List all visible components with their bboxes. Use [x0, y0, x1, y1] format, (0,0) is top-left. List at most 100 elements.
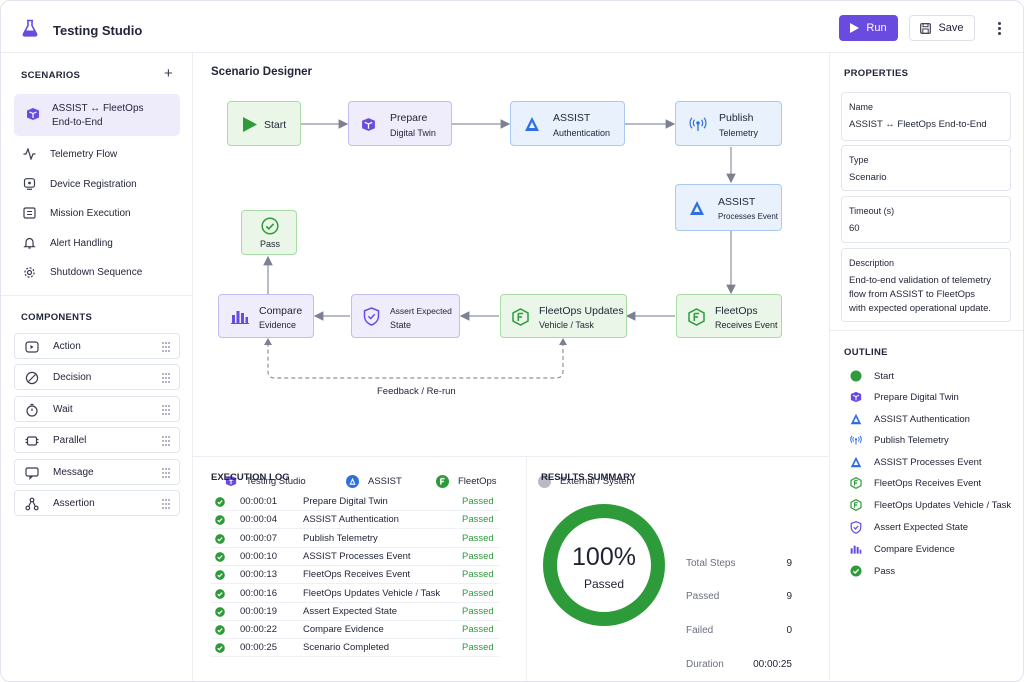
log-step: ASSIST Authentication — [303, 514, 399, 526]
property-name[interactable]: Name ASSIST ↔ FleetOps End-to-End — [841, 92, 1011, 141]
table-row[interactable]: 00:00:10 ASSIST Processes Event Passed — [211, 548, 499, 566]
scenario-item-device-registration[interactable]: Device Registration — [23, 175, 137, 193]
node-start[interactable]: Start — [227, 101, 301, 146]
component-parallel[interactable]: Parallel — [14, 427, 180, 453]
log-step: Assert Expected State — [303, 605, 397, 617]
property-label: Timeout (s) — [849, 206, 895, 216]
property-timeout-value[interactable]: 60 — [849, 223, 860, 234]
component-action[interactable]: Action — [14, 333, 180, 359]
save-button[interactable]: Save — [909, 15, 975, 41]
property-type[interactable]: Type Scenario — [841, 145, 1011, 191]
outline-item-assist-processes-event[interactable]: ASSIST Processes Event — [850, 455, 982, 469]
node-assert-expected-state[interactable]: Assert Expected State — [351, 294, 460, 338]
log-step: FleetOps Updates Vehicle / Task — [303, 587, 441, 599]
scenario-item-mission-execution[interactable]: Mission Execution — [23, 204, 131, 222]
outline-item-assist-authentication[interactable]: ASSIST Authentication — [850, 412, 970, 426]
drag-handle-icon[interactable] — [161, 341, 171, 353]
log-time: 00:00:22 — [240, 624, 277, 636]
stat-label: Failed — [686, 625, 714, 636]
scenario-item-telemetry-flow[interactable]: Telemetry Flow — [23, 145, 117, 163]
property-type-value[interactable]: Scenario — [849, 172, 887, 183]
node-assist-authentication[interactable]: ASSIST Authentication — [510, 101, 625, 146]
stat-label: Passed — [686, 591, 720, 602]
drag-handle-icon[interactable] — [161, 372, 171, 384]
table-row[interactable]: 00:00:16 FleetOps Updates Vehicle / Task P… — [211, 585, 499, 603]
table-row[interactable]: 00:00:25 Scenario Completed Passed — [211, 639, 499, 658]
node-prepare-digital-twin[interactable]: Prepare Digital Twin — [348, 101, 452, 146]
node-label-line2: Processes Event — [718, 212, 779, 221]
outline-item-compare-evidence[interactable]: Compare Evidence — [850, 542, 955, 556]
scenario-item-alert-handling[interactable]: Alert Handling — [23, 234, 113, 252]
component-wait[interactable]: Wait — [14, 396, 180, 422]
feedback-loop — [267, 342, 564, 379]
more-options-icon[interactable] — [991, 18, 1007, 38]
check-circle-filled-icon — [215, 570, 225, 581]
results-percent: 100% — [572, 543, 636, 571]
run-label: Run — [866, 22, 887, 34]
node-fleetops-updates-vehicle[interactable]: FleetOps Updates Vehicle / Task — [500, 294, 627, 338]
app-header: Testing Studio Run Save — [1, 1, 1023, 53]
table-row[interactable]: 00:00:19 Assert Expected State Passed — [211, 603, 499, 621]
node-label-line2: Authentication — [553, 128, 611, 138]
scenario-item-shutdown-sequence[interactable]: Shutdown Sequence — [23, 263, 142, 281]
check-circle-filled-icon — [215, 625, 225, 635]
fleetops-legend-icon — [436, 474, 449, 488]
node-compare-evidence[interactable]: Compare Evidence — [218, 294, 314, 338]
device-icon — [23, 178, 36, 190]
legend-testing-studio: Testing Studio — [225, 472, 306, 490]
table-row[interactable]: 00:00:07 Publish Telemetry Passed — [211, 530, 499, 548]
cube-icon — [27, 108, 39, 120]
outline-item-assert-expected-state[interactable]: Assert Expected State — [850, 520, 968, 534]
component-message[interactable]: Message — [14, 459, 180, 485]
bar-chart-icon — [850, 545, 862, 554]
node-assist-processes-event[interactable]: ASSIST Processes Event — [675, 184, 782, 231]
check-circle-filled-icon — [215, 497, 225, 507]
scenario-item-label: Alert Handling — [50, 237, 113, 249]
outline-item-fleetops-updates-vehicle[interactable]: FleetOps Updates Vehicle / Task — [850, 498, 1011, 512]
outline-item-pass[interactable]: Pass — [850, 564, 895, 578]
property-description-value[interactable]: End-to-end validation of telemetry flow … — [849, 274, 991, 316]
component-assertion[interactable]: Assertion — [14, 490, 180, 516]
drag-handle-icon[interactable] — [161, 435, 171, 447]
drag-handle-icon[interactable] — [161, 404, 171, 416]
table-row[interactable]: 00:00:22 Compare Evidence Passed — [211, 621, 499, 640]
table-row[interactable]: 00:00:04 ASSIST Authentication Passed — [211, 511, 499, 530]
drag-handle-icon[interactable] — [161, 467, 171, 479]
component-label: Parallel — [53, 435, 87, 446]
execution-log: EXECUTION LOG 00:00:01 Prepare Digital Tw… — [193, 456, 527, 681]
assist-logo-icon — [850, 413, 862, 425]
outline-item-start[interactable]: Start — [850, 369, 894, 383]
log-step: Compare Evidence — [303, 624, 384, 636]
save-icon — [920, 22, 932, 34]
add-scenario-icon[interactable]: + — [164, 65, 173, 82]
log-step: FleetOps Receives Event — [303, 569, 411, 581]
action-icon — [25, 341, 39, 353]
property-timeout[interactable]: Timeout (s) 60 — [841, 196, 1011, 243]
outline-item-prepare-digital-twin[interactable]: Prepare Digital Twin — [850, 390, 959, 404]
node-label-line1: Assert Expected — [390, 306, 452, 316]
component-decision[interactable]: Decision — [14, 364, 180, 390]
outline-title: OUTLINE — [844, 347, 888, 358]
message-icon — [25, 467, 39, 480]
outline-item-fleetops-receives-event[interactable]: FleetOps Receives Event — [850, 476, 981, 490]
table-row[interactable]: 00:00:13 FleetOps Receives Event Passed — [211, 566, 499, 585]
scenario-item-active[interactable]: ASSIST ↔ FleetOps End-to-End — [14, 94, 180, 136]
table-row[interactable]: 00:00:01 Prepare Digital Twin Passed — [211, 493, 499, 511]
property-description[interactable]: Description End-to-end validation of tel… — [841, 248, 1011, 322]
outline-item-publish-telemetry[interactable]: Publish Telemetry — [850, 433, 949, 447]
results-summary: RESULTS SUMMARY 100% Passed Total Steps … — [527, 456, 829, 681]
assist-logo-icon — [525, 117, 539, 131]
drag-handle-icon[interactable] — [161, 498, 171, 510]
outline-item-label: Start — [874, 370, 895, 382]
run-button[interactable]: Run — [839, 15, 898, 41]
legend-label: External / System — [560, 475, 635, 487]
node-label-line1: Compare — [259, 305, 303, 317]
log-status: Passed — [462, 624, 494, 636]
node-fleetops-receives-event[interactable]: FleetOps Receives Event — [676, 294, 782, 338]
node-label-line2: Receives Event — [715, 320, 778, 330]
feedback-label: Feedback / Re-run — [377, 386, 456, 397]
log-time: 00:00:10 — [240, 550, 277, 562]
node-publish-telemetry[interactable]: Publish Telemetry — [675, 101, 782, 146]
node-pass[interactable]: Pass — [241, 210, 297, 255]
property-name-value[interactable]: ASSIST ↔ FleetOps End-to-End — [849, 119, 987, 130]
